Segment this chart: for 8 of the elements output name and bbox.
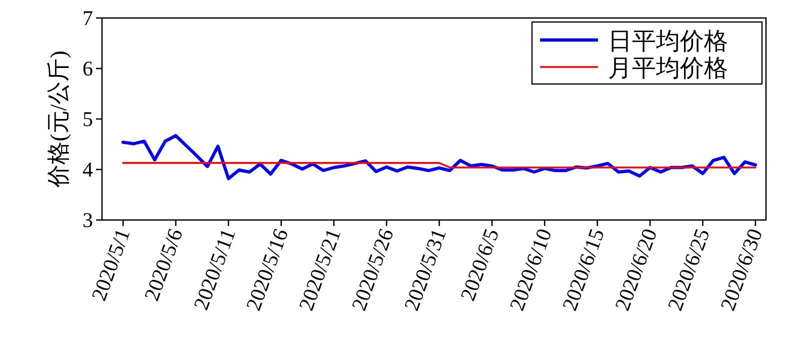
y-tick-label: 3 (82, 208, 93, 232)
y-tick-label: 7 (82, 6, 93, 30)
y-tick-label: 5 (82, 107, 93, 131)
legend-label: 日平均价格 (608, 29, 728, 55)
y-axis-title: 价格(元/公斤) (46, 50, 71, 188)
y-tick-label: 6 (82, 56, 93, 80)
y-tick-label: 4 (82, 158, 94, 182)
legend-label: 月平均价格 (608, 56, 728, 82)
